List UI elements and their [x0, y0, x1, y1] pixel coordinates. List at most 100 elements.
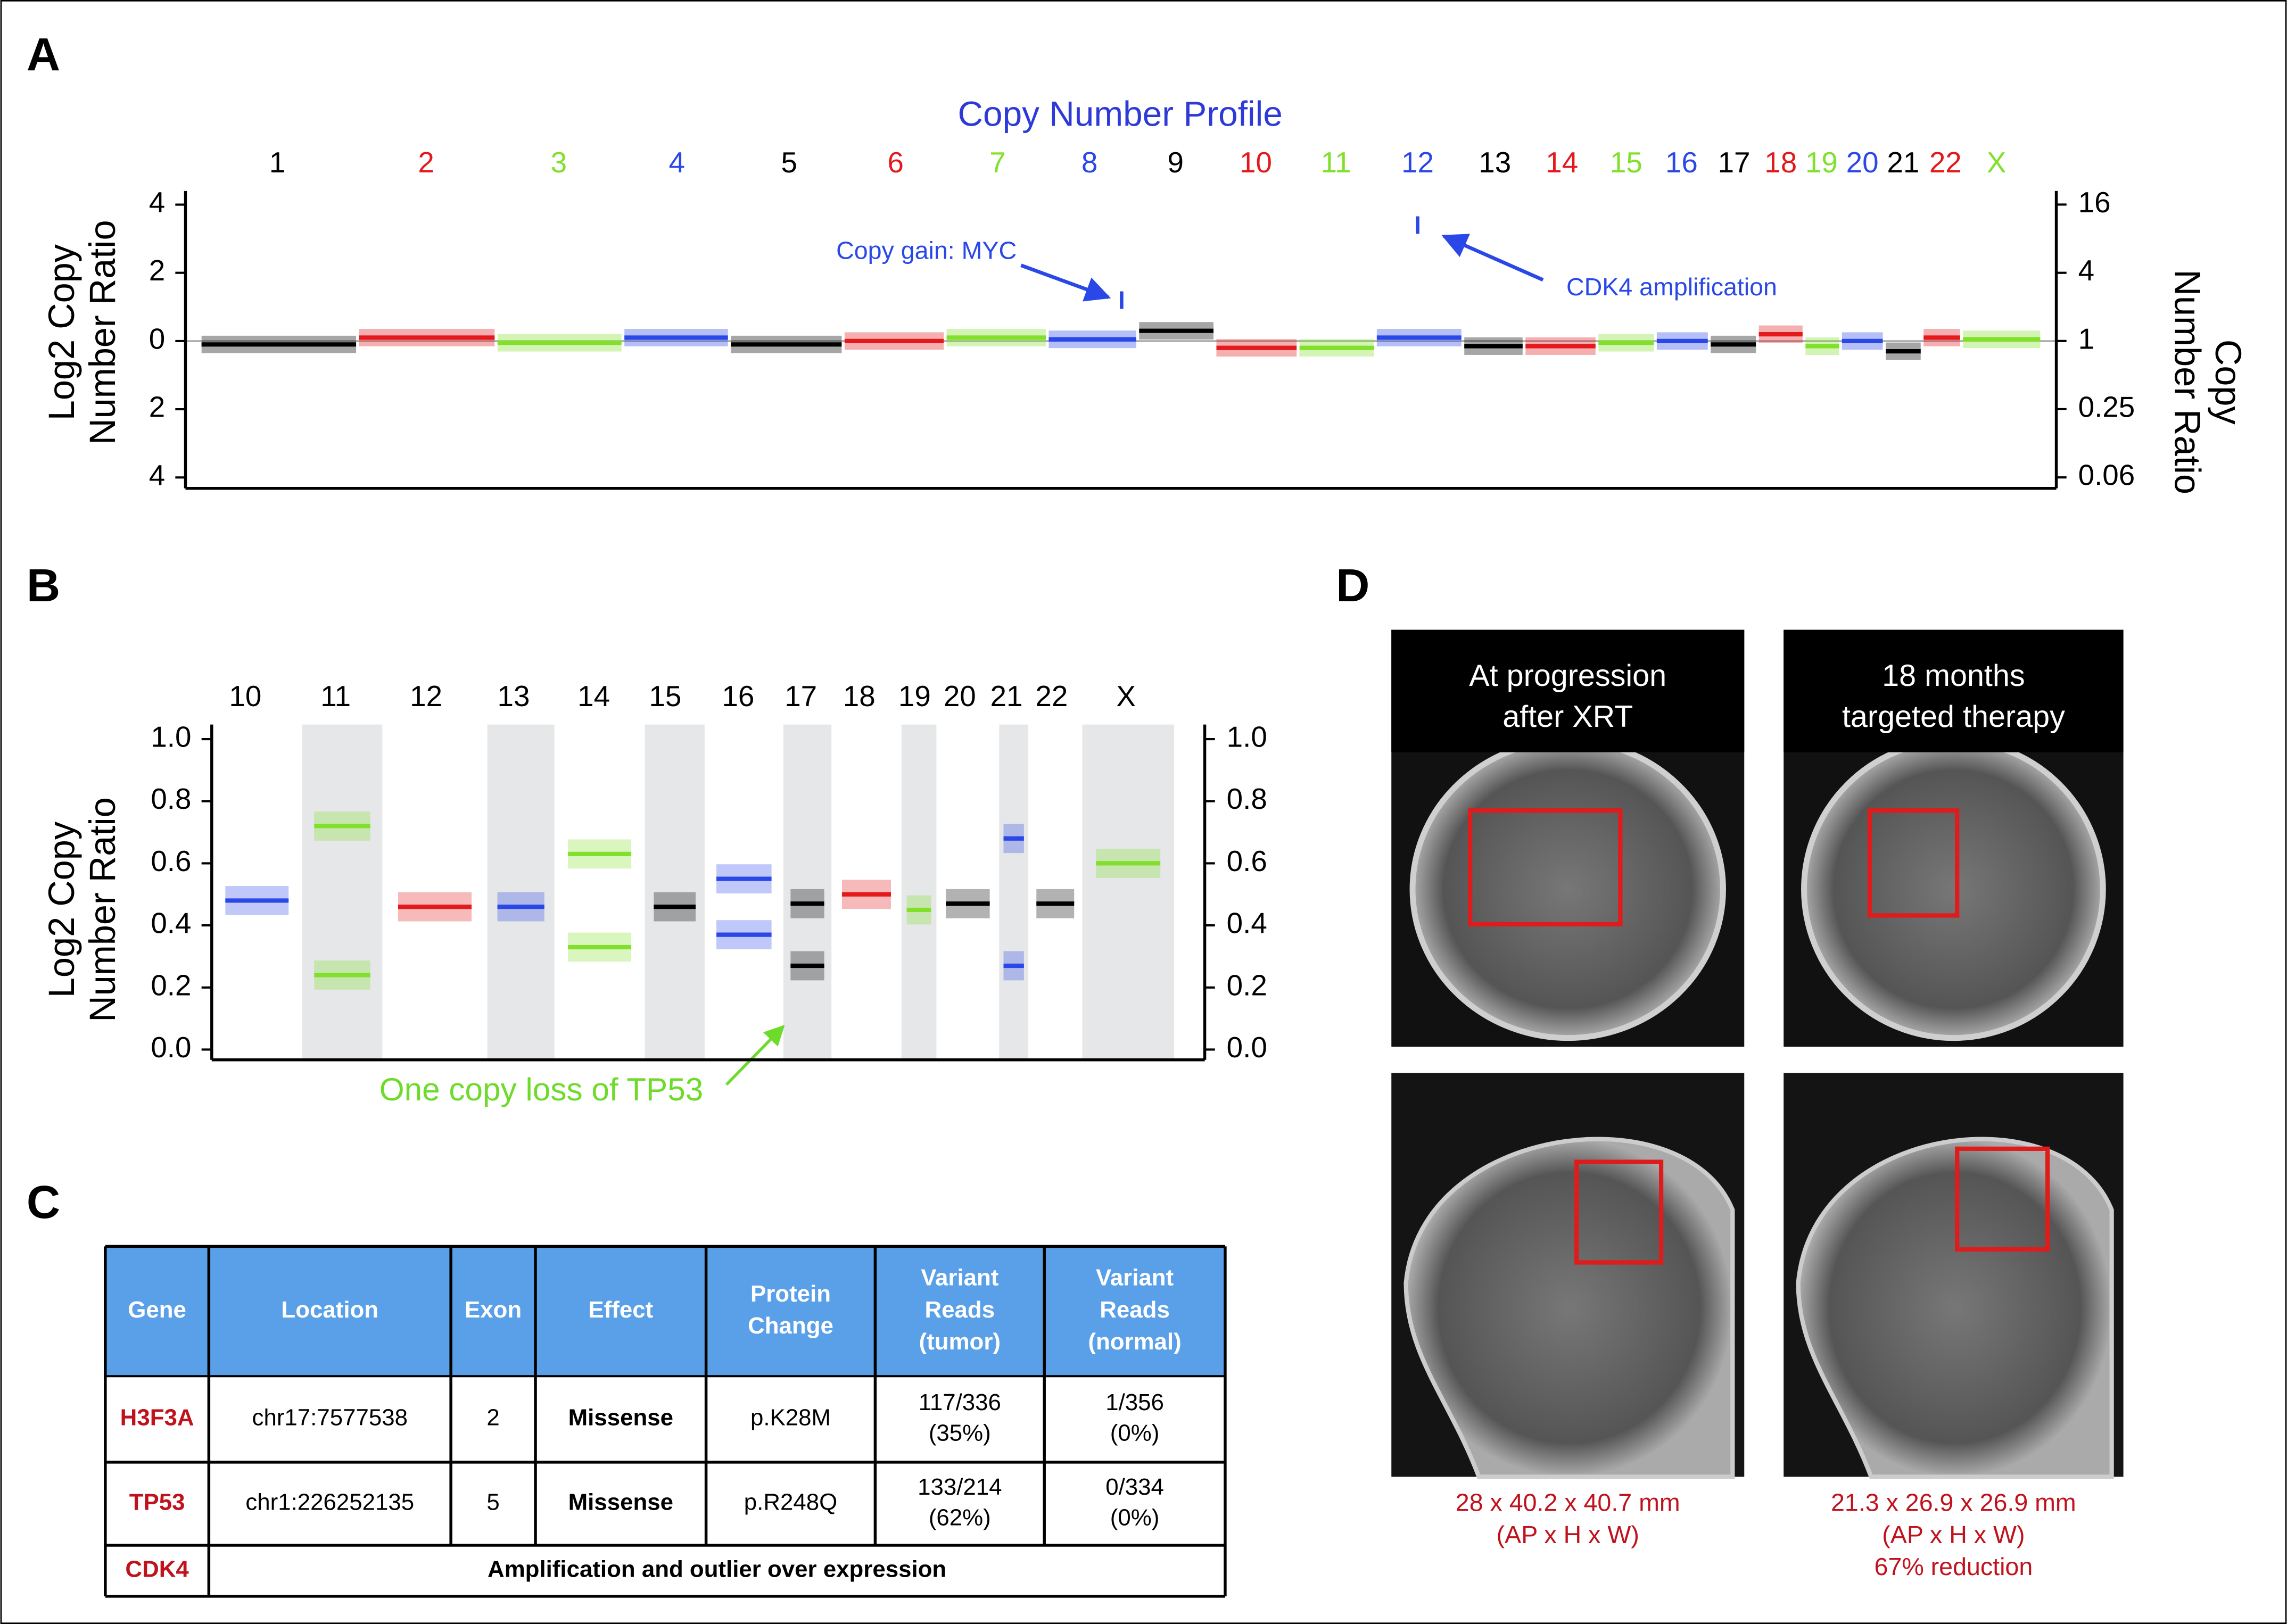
- y-tick-label: 0.4: [151, 907, 191, 940]
- table-header-cell: (tumor): [919, 1329, 1001, 1355]
- annotation: One copy loss of TP53: [379, 1071, 704, 1107]
- y2-tick-label: 1: [2078, 322, 2094, 355]
- mri-title-bg: [1391, 629, 1745, 752]
- chromosome-label: 6: [888, 146, 904, 179]
- chromosome-label: 11: [320, 680, 351, 712]
- brain-sagittal: [1796, 1137, 2114, 1479]
- chromosome-label: 17: [785, 680, 817, 712]
- chromosome-label: 19: [898, 680, 931, 712]
- y-axis-label-line: Number Ratio: [82, 797, 123, 1022]
- table-header-cell: Reads: [1100, 1297, 1170, 1323]
- table-cell: (0%): [1110, 1420, 1160, 1446]
- chromosome-label: 17: [1718, 146, 1751, 179]
- panel-label: D: [1336, 559, 1369, 611]
- y-axis-label: Log2 Copy Number Ratio: [41, 220, 123, 444]
- table-header-cell: Exon: [465, 1297, 522, 1323]
- y2-tick-label: 0.2: [1227, 968, 1267, 1001]
- shaded-band: [783, 724, 832, 1060]
- y-tick-label: 1.0: [151, 720, 191, 753]
- y2-axis-label-line: Copy: [2208, 339, 2249, 425]
- y2-tick-label: 4: [2078, 254, 2094, 287]
- panel-label: A: [27, 29, 60, 81]
- annotation: Copy gain: MYC: [836, 236, 1017, 264]
- table-cell: p.R248Q: [744, 1489, 837, 1515]
- y2-tick-label: 0.8: [1227, 782, 1267, 815]
- y-tick-label: 0.2: [151, 968, 191, 1001]
- table-cell: (62%): [929, 1504, 991, 1530]
- annotation-arrow: [725, 1024, 785, 1086]
- tumor-box: [1955, 1146, 2050, 1252]
- chromosome-label: 4: [669, 146, 685, 179]
- chromosome-label: 14: [1546, 146, 1578, 179]
- chromosome-label: X: [1987, 146, 2007, 179]
- brain-axial: [1409, 738, 1726, 1041]
- chromosome-label: 7: [989, 146, 1005, 179]
- annotation-arrow: [1441, 234, 1544, 282]
- y-tick-label: 4: [149, 186, 165, 219]
- chromosome-label: 8: [1081, 146, 1097, 179]
- y-axis-label: Log2 Copy Number Ratio: [41, 797, 123, 1022]
- chromosome-label: 14: [577, 680, 610, 712]
- y2-tick-label: 0.06: [2078, 459, 2135, 492]
- chromosome-label: 20: [1846, 146, 1879, 179]
- y2-axis-label-line: Number Ratio: [2167, 270, 2208, 494]
- chromosome-label: 10: [1240, 146, 1272, 179]
- chromosome-label: 2: [418, 146, 434, 179]
- table-header-cell: Variant: [921, 1265, 999, 1291]
- image-title: At progression: [1469, 659, 1666, 693]
- image-title: targeted therapy: [1842, 700, 2065, 734]
- y-tick-label: 0: [149, 322, 165, 355]
- table-header-cell: Variant: [1096, 1265, 1174, 1291]
- image-caption: (AP x H x W): [1882, 1521, 2025, 1548]
- image-caption: 21.3 x 26.9 x 26.9 mm: [1831, 1489, 2076, 1517]
- tumor-box: [1574, 1159, 1664, 1265]
- shaded-band: [999, 724, 1029, 1060]
- table-cell: Missense: [568, 1489, 673, 1515]
- chromosome-label: 1: [269, 146, 285, 179]
- chromosome-label: 20: [944, 680, 976, 712]
- table-header-cell: Protein: [750, 1281, 831, 1307]
- annotation-arrow: [1020, 263, 1111, 302]
- gene-cell: H3F3A: [120, 1405, 194, 1431]
- highlight-point: [1416, 216, 1419, 234]
- chromosome-label: 3: [551, 146, 567, 179]
- shaded-band: [901, 724, 937, 1060]
- chromosome-label: 15: [1610, 146, 1642, 179]
- table-cell: 0/334: [1105, 1474, 1164, 1500]
- table-cell: 2: [486, 1405, 499, 1431]
- table-cell: 133/214: [918, 1474, 1002, 1500]
- table-cell: Missense: [568, 1405, 673, 1431]
- table-cell: Amplification and outlier over expressio…: [488, 1556, 946, 1582]
- table-cell: 117/336: [919, 1389, 1001, 1415]
- chromosome-label: 13: [497, 680, 530, 712]
- chromosome-label: 22: [1035, 680, 1068, 712]
- chromosome-label: 21: [1887, 146, 1919, 179]
- panel-label: C: [27, 1176, 60, 1228]
- chromosome-label: 21: [990, 680, 1023, 712]
- chromosome-label: 18: [843, 680, 876, 712]
- chromosome-label: 12: [1401, 146, 1434, 179]
- table-header-cell: Gene: [128, 1297, 186, 1323]
- gene-cell: TP53: [129, 1489, 185, 1515]
- chromosome-label: 9: [1168, 146, 1184, 179]
- y2-tick-label: 0.6: [1227, 844, 1267, 877]
- y2-tick-label: 1.0: [1227, 720, 1267, 753]
- chromosome-label: 13: [1479, 146, 1511, 179]
- table-cell: p.K28M: [750, 1405, 831, 1431]
- y-tick-label: 0.6: [151, 844, 191, 877]
- shaded-band: [645, 724, 705, 1060]
- chromosome-label: 11: [1321, 146, 1351, 179]
- chromosome-label: 10: [229, 680, 261, 712]
- y-axis-label-line: Log2 Copy: [41, 244, 82, 420]
- highlight-point: [1120, 291, 1124, 309]
- tumor-box: [1867, 808, 1960, 918]
- y-tick-label: 2: [149, 254, 165, 287]
- panel-label: B: [27, 559, 60, 611]
- chromosome-label: 5: [781, 146, 797, 179]
- y2-tick-label: 0.25: [2078, 390, 2135, 423]
- y-axis-label-line: Log2 Copy: [41, 821, 82, 998]
- image-caption: 67% reduction: [1875, 1553, 2033, 1580]
- table-header-cell: Reads: [925, 1297, 995, 1323]
